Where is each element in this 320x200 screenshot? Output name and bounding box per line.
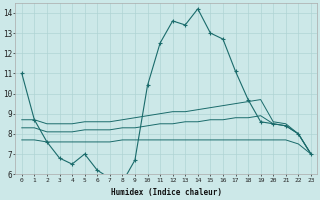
X-axis label: Humidex (Indice chaleur): Humidex (Indice chaleur): [111, 188, 222, 197]
